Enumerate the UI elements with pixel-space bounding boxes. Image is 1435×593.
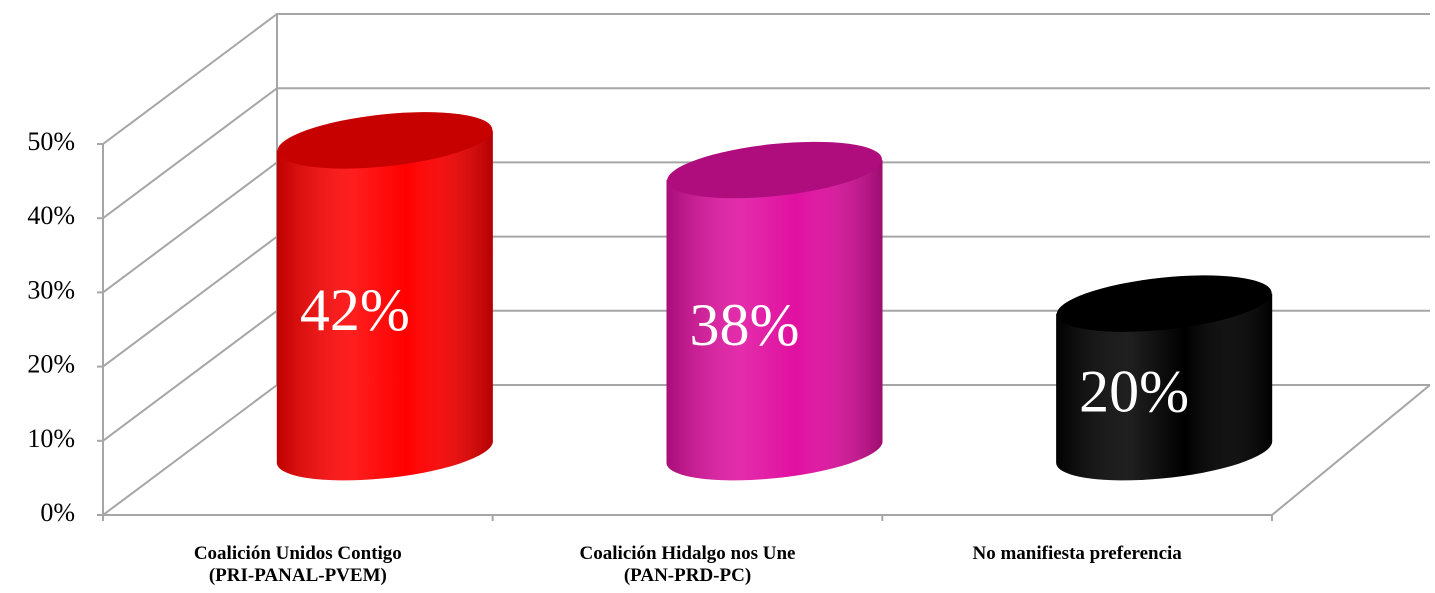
bar-shade bbox=[276, 130, 493, 481]
x-tick-label: Coalición Hidalgo nos Une (PAN-PRD-PC) bbox=[579, 543, 796, 586]
bar-shade bbox=[1056, 293, 1273, 481]
bar-top bbox=[1056, 275, 1272, 332]
bar-top-shade bbox=[667, 141, 882, 199]
y-tick-label: 0% bbox=[40, 498, 75, 527]
grid-line bbox=[102, 87, 1430, 220]
bar-top-shade bbox=[277, 112, 493, 169]
value-label: 42% bbox=[300, 277, 410, 343]
bar-top bbox=[277, 112, 493, 169]
value-label: 38% bbox=[690, 292, 800, 358]
y-tick-label: 30% bbox=[27, 275, 75, 304]
x-tick-label: No manifiesta preferencia bbox=[972, 543, 1182, 564]
x-tick-label: Coalición Unidos Contigo (PRI-PANAL-PVEM… bbox=[193, 543, 402, 586]
y-tick-label: 40% bbox=[27, 201, 75, 230]
bar-top-shade bbox=[1056, 275, 1272, 332]
bar-shade bbox=[666, 160, 883, 481]
y-tick-label: 10% bbox=[27, 424, 75, 453]
y-tick-label: 20% bbox=[27, 350, 75, 379]
value-label: 20% bbox=[1079, 359, 1189, 425]
bar-top bbox=[667, 141, 882, 199]
y-tick-label: 50% bbox=[27, 127, 75, 156]
grid-line bbox=[102, 13, 1430, 145]
